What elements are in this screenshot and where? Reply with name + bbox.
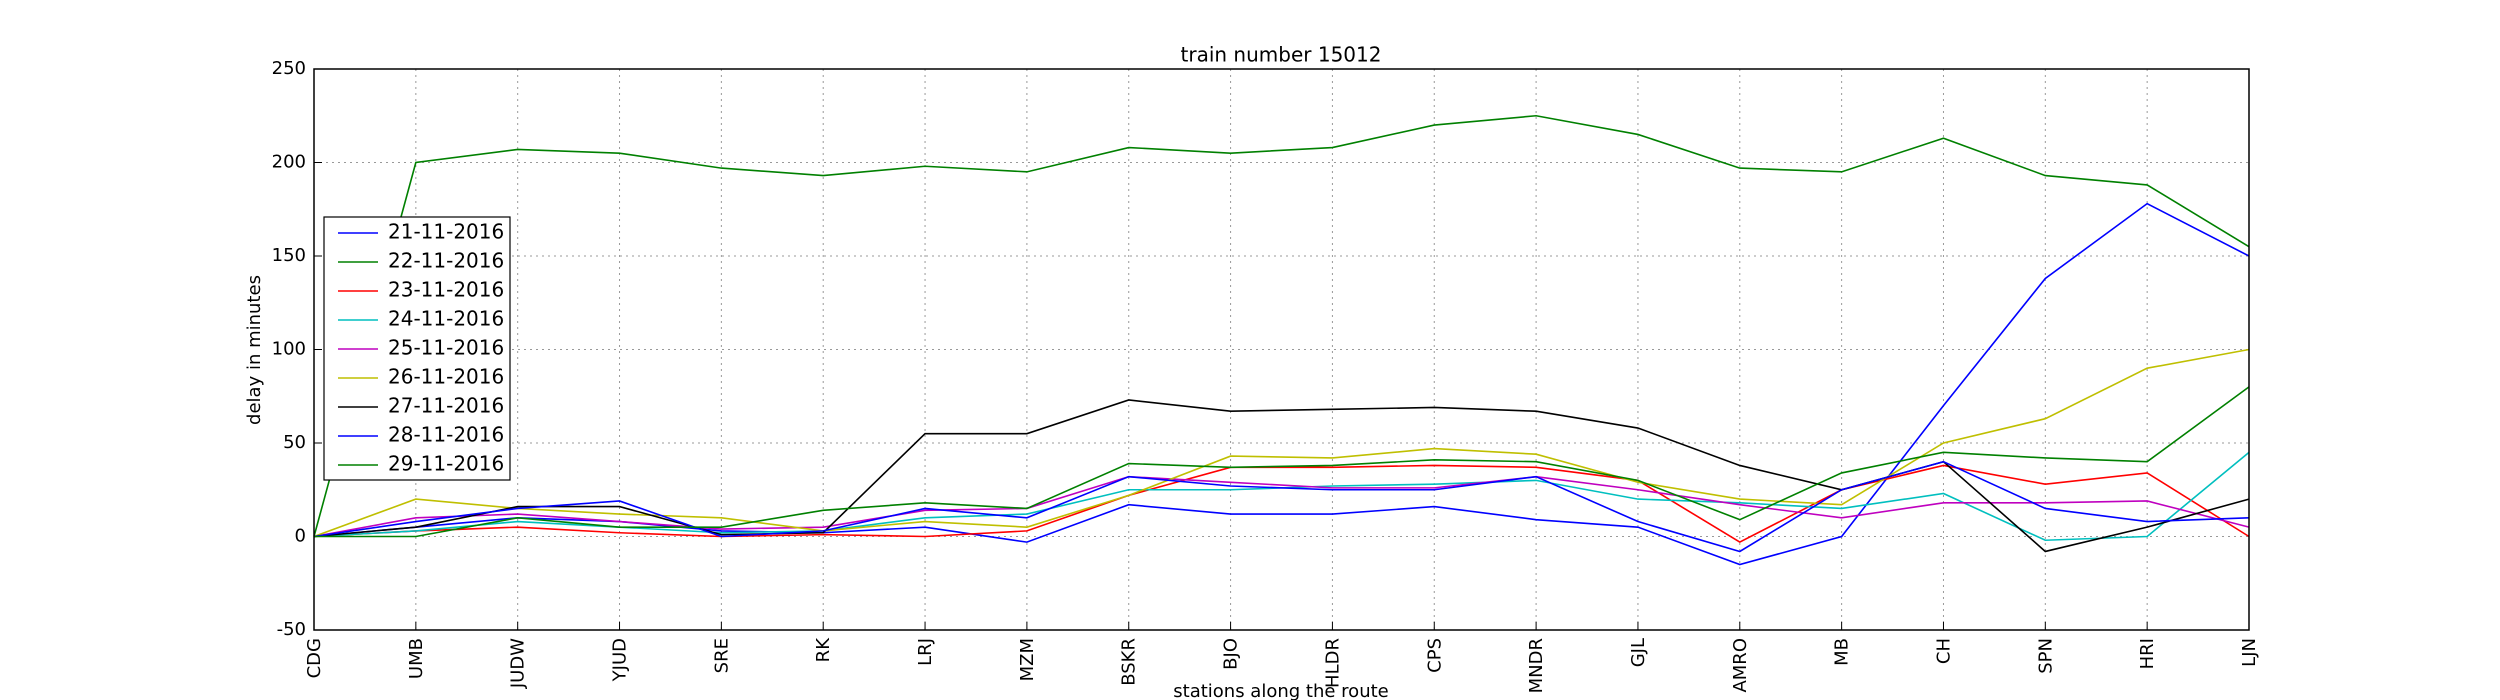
x-tick-label: LJN [2239,638,2260,667]
x-tick-label: GJL [1628,638,1649,667]
line-series [313,348,2250,538]
y-tick-label: 100 [272,339,306,360]
legend-label: 24-11-2016 [388,307,504,331]
x-tick-label: SRE [711,638,732,673]
x-tick-label: SPN [2035,638,2056,674]
legend-label: 28-11-2016 [388,423,504,447]
x-tick-label: HLDR [1322,638,1343,688]
y-tick-label: -50 [277,619,306,640]
legend-label: 29-11-2016 [388,452,504,476]
x-tick-label: CDG [304,638,325,678]
line-series [313,114,2250,537]
y-tick-label: 50 [283,432,306,453]
x-tick-label: AMRO [1730,638,1751,693]
x-tick-label: YJUD [610,638,631,682]
y-tick-label: 0 [295,526,306,547]
line-series [313,464,2250,544]
y-tick-label: 200 [272,152,306,173]
x-tick-label: BSKR [1119,638,1140,686]
legend-label: 22-11-2016 [388,249,504,273]
x-tick-label: HRI [2137,638,2158,669]
line-series [313,202,2250,566]
line-series [313,475,2250,538]
x-tick-label: JUDW [508,638,529,689]
legend: 21-11-2016 22-11-2016 23-11-2016 24-11-2016… [323,216,511,481]
legend-label: 27-11-2016 [388,394,504,418]
x-tick-label: MNDR [1526,638,1547,693]
x-tick-label: BJO [1221,638,1242,670]
x-tick-label: MB [1832,638,1853,666]
x-tick-label: LRJ [915,638,936,666]
line-series [313,399,2250,553]
line-series [314,386,2250,538]
x-tick-label: CH [1933,638,1954,664]
legend-label: 25-11-2016 [388,336,504,360]
x-axis-label: stations along the route [1173,681,1388,700]
legend-label: 26-11-2016 [388,365,504,389]
y-tick-label: 250 [272,58,306,79]
x-tick-label: MZM [1017,638,1038,681]
x-tick-label: UMB [406,638,427,679]
line-series [313,451,2250,542]
y-axis-label: delay in minutes [244,275,265,425]
chart-title: train number 15012 [1181,43,1382,67]
x-tick-label: RK [813,637,834,663]
y-tick-label: 150 [272,245,306,266]
line-series [313,460,2250,553]
legend-label: 23-11-2016 [388,278,504,302]
plot-frame [313,68,2250,631]
x-tick-label: CPS [1424,638,1445,673]
legend-label: 21-11-2016 [388,220,504,244]
